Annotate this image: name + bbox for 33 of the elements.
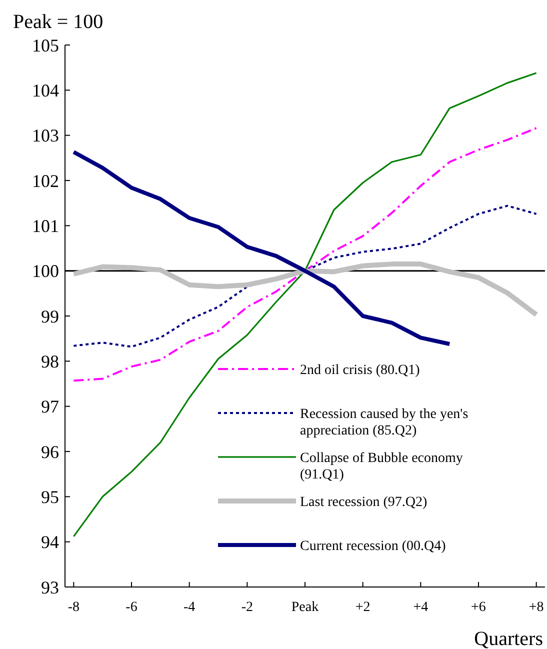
y-tick-label: 99: [41, 306, 59, 326]
x-tick-label: +6: [471, 600, 486, 615]
y-axis-title: Peak = 100: [13, 11, 104, 33]
line-series: [72, 72, 538, 538]
x-tick-label: +8: [528, 600, 544, 615]
x-axis-title: Quarters: [474, 628, 544, 649]
y-tick-label: 100: [32, 261, 59, 282]
x-tick-label: -2: [241, 600, 254, 615]
x-tick-label: +4: [413, 600, 428, 615]
y-tick-label: 101: [32, 216, 59, 236]
y-tick-label: 102: [32, 170, 59, 191]
legend-label: 2nd oil crisis (80.Q1): [300, 362, 420, 378]
y-tick-label: 105: [32, 35, 59, 56]
x-tick-label: -8: [68, 600, 80, 615]
y-tick-label: 103: [32, 126, 59, 146]
legend-label: Current recession (00.Q4): [300, 538, 446, 554]
legend-label: Recession caused by the yen's appreciation (85.Q2): [300, 406, 468, 439]
legend-label: Last recession (97.Q2): [300, 494, 428, 510]
x-tick-label: -6: [126, 600, 138, 615]
line-series: [72, 204, 538, 348]
x-tick-label: -4: [184, 600, 196, 615]
y-tick-label: 104: [32, 80, 59, 100]
y-tick-label: 96: [41, 442, 59, 462]
y-tick-label: 94: [41, 532, 59, 552]
y-tick-label: 93: [41, 577, 59, 598]
x-tick-label: Peak: [291, 600, 319, 615]
y-tick-label: 95: [41, 486, 59, 507]
line-series: [72, 150, 452, 346]
legend-label: Collapse of Bubble economy (91.Q1): [300, 450, 463, 483]
y-tick-label: 98: [41, 351, 59, 372]
x-tick-label: +2: [355, 600, 370, 615]
y-tick-label: 97: [41, 396, 59, 417]
line-series: [72, 127, 538, 382]
